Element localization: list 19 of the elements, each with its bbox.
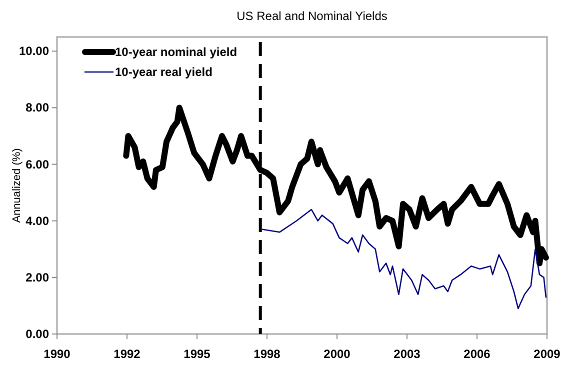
y-tick-label: 6.00 <box>26 157 50 172</box>
x-tick-label: 2009 <box>534 347 561 361</box>
y-tick-label: 8.00 <box>26 100 50 115</box>
x-tick-label: 2006 <box>464 347 491 361</box>
legend-label: 10-year nominal yield <box>115 45 238 59</box>
y-tick-label: 4.00 <box>26 214 50 228</box>
line-series <box>262 208 547 310</box>
y-tick-label: 0.00 <box>26 327 50 341</box>
x-tick-label: 1990 <box>44 347 71 361</box>
x-tick-label: 1995 <box>184 347 211 361</box>
legend-label: 10-year real yield <box>115 65 212 79</box>
chart-title: US Real and Nominal Yields <box>236 9 388 23</box>
x-tick-label: 2003 <box>394 347 421 361</box>
y-axis-title: Annualized (%) <box>11 148 23 223</box>
y-tick-label: 2.00 <box>26 270 50 284</box>
y-tick-label: 10.00 <box>18 44 50 58</box>
x-tick-label: 1992 <box>114 347 141 361</box>
x-tick-label: 1998 <box>254 347 281 361</box>
x-tick-label: 2000 <box>324 347 351 361</box>
